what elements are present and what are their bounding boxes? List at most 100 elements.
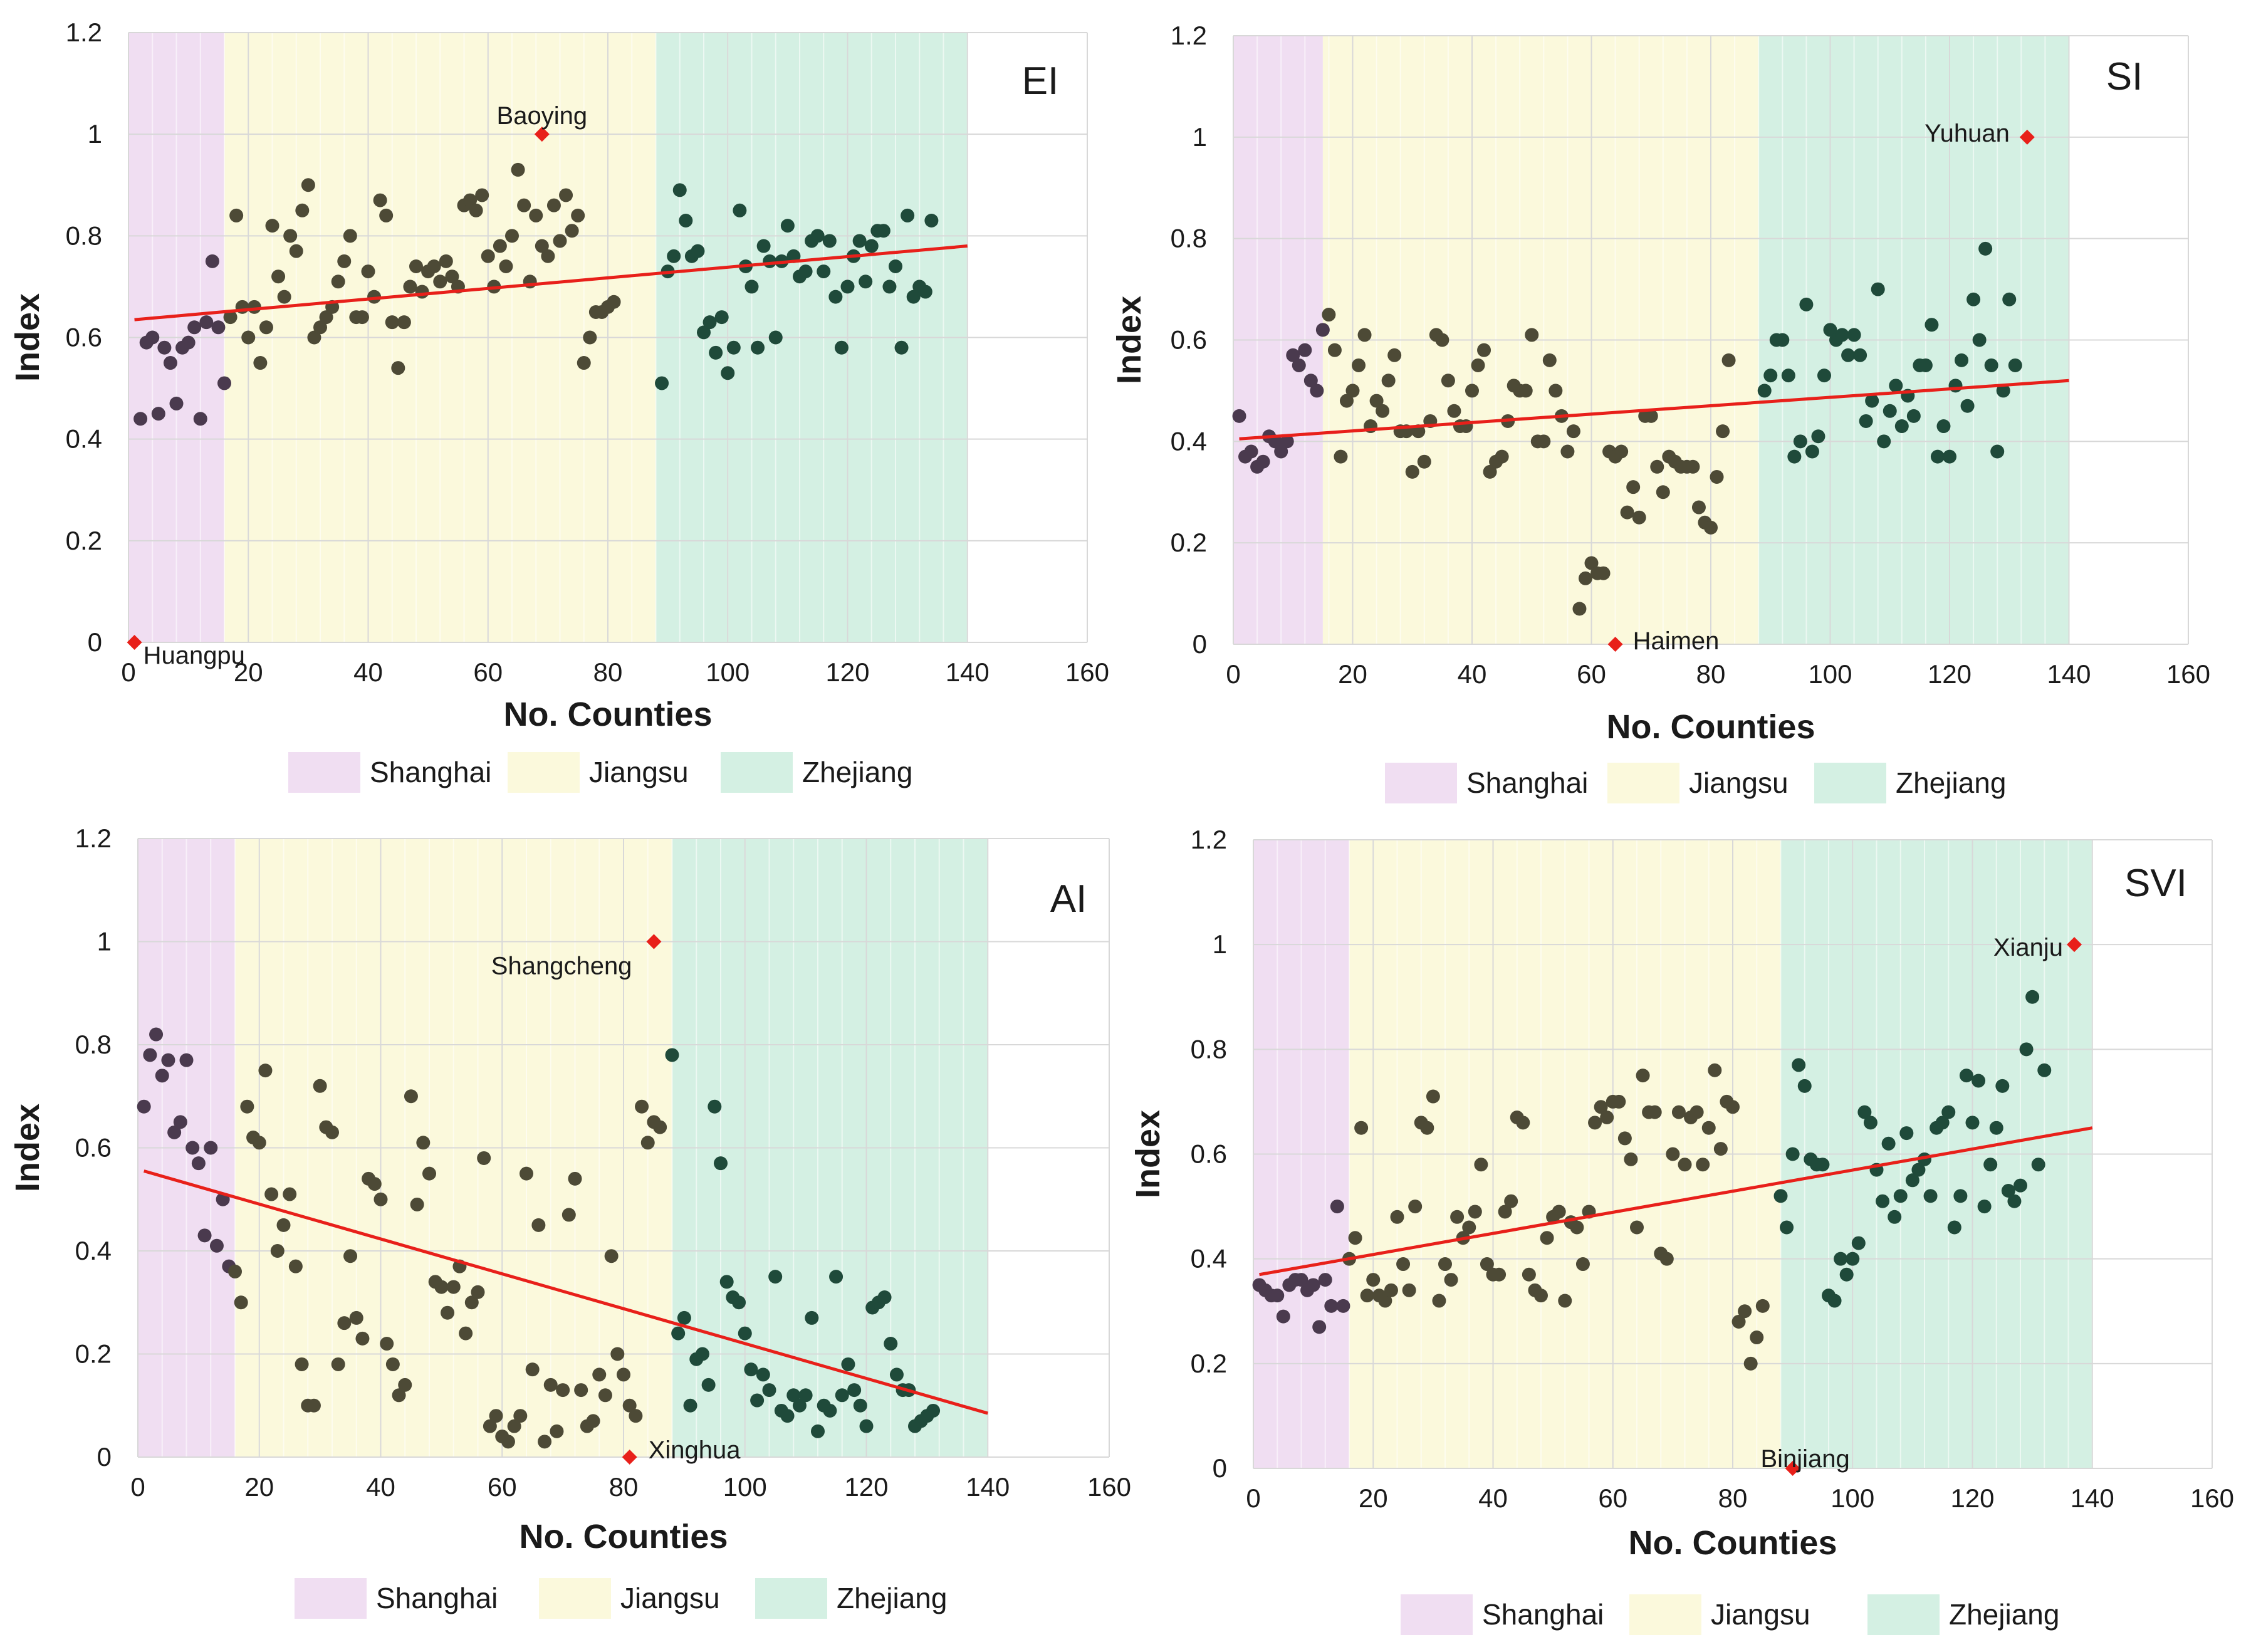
data-point-jiangsu [635,1099,649,1114]
data-point-shanghai [205,254,219,268]
data-point-jiangsu [550,1424,564,1438]
data-point-zhejiang [697,325,711,340]
data-point-zhejiang [1859,414,1873,428]
data-point-jiangsu [1477,343,1491,357]
data-point-jiangsu [1626,480,1641,494]
data-point-zhejiang [1995,1079,2010,1093]
data-point-shanghai [145,330,160,345]
data-point-jiangsu [355,1331,370,1346]
data-point-shanghai [173,1115,187,1129]
data-point-jiangsu [568,1171,582,1186]
data-point-zhejiang [1889,379,1903,393]
x-tick-label: 80 [1696,659,1726,689]
x-tick-label: 60 [1577,659,1606,689]
y-tick-label: 0.6 [66,323,102,352]
y-tick-label: 0.8 [66,221,102,250]
data-point-jiangsu [1450,1210,1465,1224]
data-point-jiangsu [306,1398,321,1413]
data-point-zhejiang [1863,1116,1878,1130]
data-point-zhejiang [1877,434,1891,449]
data-point-jiangsu [253,356,268,370]
data-point-zhejiang [1935,1116,1950,1130]
data-point-shanghai [151,407,165,421]
legend-swatch-jiangsu [1607,763,1679,803]
data-point-jiangsu [1588,1116,1602,1130]
data-point-zhejiang [1839,1267,1854,1282]
data-point-jiangsu [505,229,519,243]
x-tick-label: 140 [946,657,990,687]
data-point-shanghai [197,1228,212,1243]
data-point-jiangsu [607,295,621,309]
data-point-zhejiang [677,1310,691,1325]
data-point-jiangsu [1376,404,1390,418]
data-point-jiangsu [1558,1294,1572,1308]
data-point-jiangsu [1369,394,1384,408]
data-point-jiangsu [367,1177,382,1191]
data-point-zhejiang [1925,318,1939,332]
data-point-jiangsu [1731,1314,1746,1329]
y-tick-label: 0.8 [75,1030,112,1059]
data-point-jiangsu [1483,464,1497,479]
legend-label-zhejiang: Zhejiang [837,1582,947,1614]
data-point-jiangsu [513,1409,528,1423]
x-tick-label: 0 [130,1472,145,1502]
data-point-shanghai [167,1125,182,1139]
data-point-zhejiang [1865,394,1879,408]
legend-label-jiangsu: Jiangsu [589,756,689,788]
data-point-zhejiang [1888,1210,1902,1224]
data-point-zhejiang [683,1398,697,1413]
legend-label-jiangsu: Jiangsu [1689,766,1789,799]
x-tick-label: 40 [366,1472,395,1502]
x-axis-label: No. Counties [1629,1524,1837,1562]
data-point-jiangsu [313,320,327,335]
data-point-zhejiang [744,1362,758,1377]
data-point-jiangsu [1534,1289,1548,1303]
x-tick-label: 100 [1831,1483,1874,1513]
legend-label-shanghai: Shanghai [376,1582,498,1614]
data-point-jiangsu [349,1310,363,1325]
x-tick-label: 20 [1338,659,1367,689]
data-point-shanghai [1292,358,1306,372]
data-point-shanghai [191,1156,206,1171]
data-point-jiangsu [1498,1205,1512,1219]
x-tick-label: 80 [609,1472,639,1502]
data-point-jiangsu [1378,1294,1392,1308]
data-point-zhejiang [1841,348,1856,362]
data-point-zhejiang [1996,384,2010,398]
data-point-jiangsu [1594,1100,1608,1114]
data-point-jiangsu [1474,1158,1488,1172]
data-point-jiangsu [1345,384,1360,398]
data-point-zhejiang [1966,292,1981,306]
x-tick-label: 20 [1359,1483,1388,1513]
data-point-jiangsu [1549,384,1563,398]
y-axis-label: Index [9,293,46,382]
data-point-jiangsu [441,1305,455,1320]
data-point-jiangsu [1552,1205,1566,1219]
data-point-zhejiang [721,366,735,380]
data-point-jiangsu [301,178,315,192]
legend-label-zhejiang: Zhejiang [1949,1598,2059,1631]
data-point-jiangsu [477,1151,491,1165]
data-point-jiangsu [543,1378,558,1392]
data-point-jiangsu [446,1280,461,1294]
data-point-jiangsu [1696,1158,1710,1172]
data-point-zhejiang [847,1383,862,1398]
x-tick-label: 40 [1458,659,1487,689]
data-point-jiangsu [1704,520,1718,535]
data-point-jiangsu [1750,1330,1764,1345]
data-point-zhejiang [702,315,717,330]
data-point-jiangsu [1726,1100,1740,1114]
data-point-zhejiang [738,1326,752,1341]
data-point-jiangsu [586,1414,600,1428]
data-point-zhejiang [1871,282,1885,296]
data-point-jiangsu [410,1197,424,1211]
data-point-jiangsu [288,1259,303,1273]
data-point-jiangsu [404,1089,418,1104]
data-point-jiangsu [1710,469,1724,484]
data-point-zhejiang [714,1156,728,1171]
data-point-zhejiang [1876,1194,1890,1208]
data-point-zhejiang [906,290,921,304]
data-point-jiangsu [553,234,567,248]
x-tick-label: 100 [706,657,749,687]
x-tick-label: 20 [234,657,263,687]
